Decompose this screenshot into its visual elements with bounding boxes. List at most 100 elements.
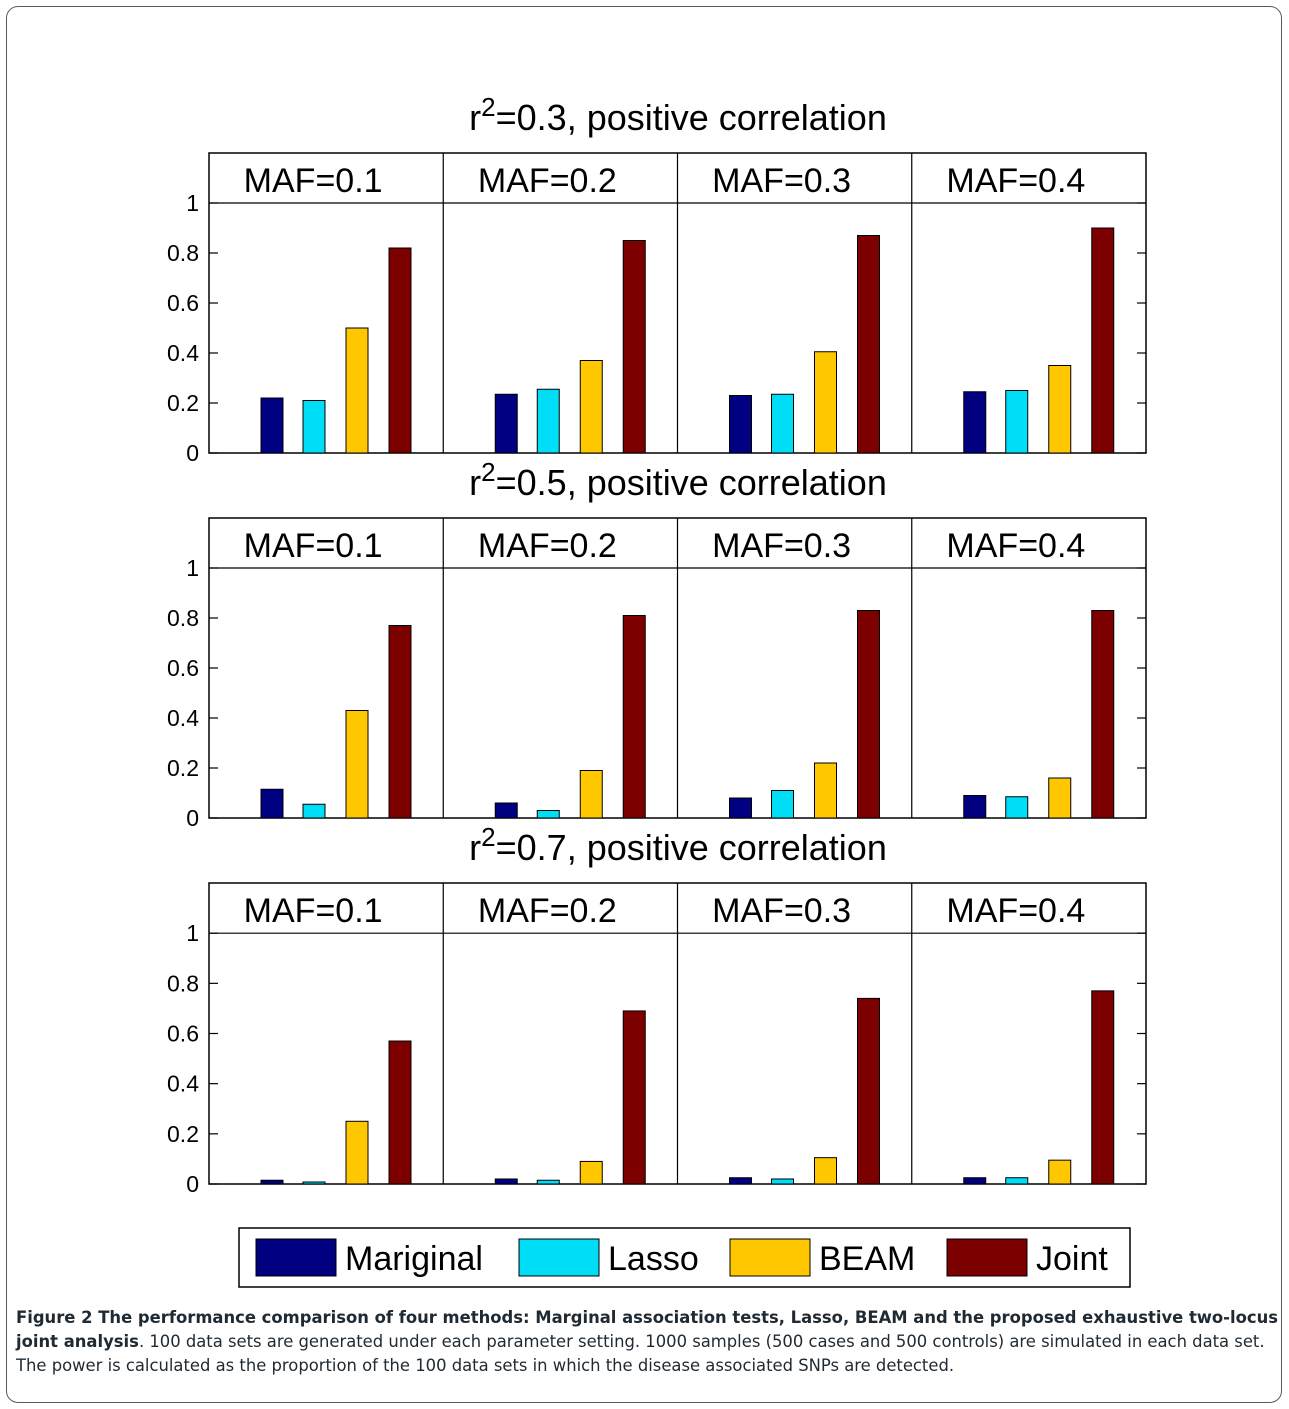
bar-lasso: [302, 1181, 326, 1185]
bar-joint: [622, 240, 646, 454]
bar-lasso: [302, 803, 326, 819]
bar-lasso: [536, 388, 560, 454]
panel-label: MAF=0.4: [946, 162, 1085, 200]
bar-joint: [388, 1040, 412, 1185]
bar-beam: [579, 1160, 603, 1185]
chart-row-1: r2=0.3, positive correlation 0 0.2 0.4 0.6 0.…: [167, 92, 1147, 466]
bar-mariginal: [260, 397, 284, 454]
y-tick-label: 0.6: [167, 290, 199, 316]
panel-3: MAF=0.3: [676, 883, 880, 1185]
bar-lasso: [771, 393, 794, 454]
panel-label: MAF=0.4: [946, 527, 1085, 565]
bar-mariginal: [260, 1179, 284, 1185]
bar-lasso: [302, 400, 326, 454]
legend-swatch-joint: [946, 1238, 1028, 1277]
bar-beam: [814, 351, 837, 454]
bar-mariginal: [963, 795, 987, 819]
legend-label-joint: Joint: [1036, 1240, 1108, 1278]
bar-mariginal: [494, 1178, 518, 1185]
legend-swatch-lasso: [518, 1238, 600, 1277]
panel-label: MAF=0.3: [712, 527, 851, 565]
bar-beam: [814, 1157, 837, 1185]
y-tick-label: 0.8: [167, 240, 199, 266]
panel-label: MAF=0.2: [478, 162, 617, 200]
y-tick-label: 1: [186, 920, 199, 946]
legend-swatch-mariginal: [255, 1238, 337, 1277]
panel-label: MAF=0.2: [478, 892, 617, 930]
bar-joint: [1091, 227, 1115, 454]
bar-beam: [1048, 777, 1072, 819]
row-title-rest: =0.3, positive correlation: [496, 97, 887, 138]
y-tick-label: 0.4: [167, 1071, 199, 1097]
bar-lasso: [1005, 1177, 1029, 1185]
panel-2: MAF=0.2: [442, 153, 646, 454]
row-title: r2=0.5, positive correlation: [469, 457, 887, 503]
caption-text: . 100 data sets are generated under each…: [16, 1332, 1265, 1375]
panel-2: MAF=0.2: [442, 883, 646, 1185]
y-tick-label: 1: [186, 555, 199, 581]
bar-mariginal: [963, 1177, 987, 1185]
bar-mariginal: [729, 1177, 752, 1185]
bar-lasso: [771, 790, 794, 819]
bar-joint: [857, 997, 880, 1185]
panel-label: MAF=0.1: [244, 892, 383, 930]
bar-beam: [814, 762, 837, 819]
panel-2: MAF=0.2: [442, 518, 646, 819]
y-tick-label: 0.4: [167, 705, 199, 731]
bar-beam: [579, 360, 603, 454]
legend: Mariginal Lasso BEAM Joint: [238, 1227, 1131, 1288]
row-title-base: r: [469, 97, 481, 138]
y-tick-label: 0: [186, 805, 199, 831]
bar-lasso: [536, 810, 560, 819]
bar-joint: [1091, 990, 1115, 1185]
bar-beam: [345, 1120, 369, 1185]
bar-lasso: [536, 1179, 560, 1185]
panel-label: MAF=0.3: [712, 892, 851, 930]
bar-joint: [857, 235, 880, 454]
row-title-superscript: 2: [481, 457, 495, 487]
bar-lasso: [1005, 390, 1029, 454]
bar-joint: [1091, 610, 1115, 819]
panel-label: MAF=0.3: [712, 162, 851, 200]
bar-beam: [1048, 1159, 1072, 1185]
bar-joint: [388, 625, 412, 819]
bar-lasso: [771, 1178, 794, 1185]
bar-mariginal: [729, 797, 752, 819]
bar-mariginal: [963, 391, 987, 454]
y-tick-label: 0.6: [167, 655, 199, 681]
bar-mariginal: [260, 788, 284, 819]
y-tick-label: 1: [186, 190, 199, 216]
bar-joint: [622, 615, 646, 819]
bar-beam: [345, 327, 369, 454]
chart-row-3: r2=0.7, positive correlation 0 0.2 0.4 0.6 0.…: [167, 822, 1147, 1197]
bar-joint: [388, 247, 412, 454]
row-title: r2=0.7, positive correlation: [469, 822, 887, 868]
row-title-superscript: 2: [481, 822, 495, 852]
y-tick-label: 0.2: [167, 390, 199, 416]
row-title-rest: =0.5, positive correlation: [496, 462, 887, 503]
y-tick-label: 0: [186, 1171, 199, 1197]
figure-frame: [6, 6, 1282, 1403]
bar-beam: [1048, 365, 1072, 454]
y-tick-label: 0.8: [167, 605, 199, 631]
row-title-base: r: [469, 462, 481, 503]
row-title-rest: =0.7, positive correlation: [496, 827, 887, 868]
panel-label: MAF=0.1: [244, 527, 383, 565]
legend-label-mariginal: Mariginal: [345, 1240, 483, 1278]
panel-label: MAF=0.2: [478, 527, 617, 565]
panel-1: MAF=0.1: [244, 527, 412, 819]
bar-mariginal: [494, 393, 518, 454]
y-tick-label: 0.8: [167, 970, 199, 996]
bar-joint: [622, 1010, 646, 1185]
bar-lasso: [1005, 796, 1029, 819]
y-tick-label: 0: [186, 440, 199, 466]
y-tick-label: 0.2: [167, 1121, 199, 1147]
panel-1: MAF=0.1: [244, 162, 412, 454]
bar-beam: [579, 770, 603, 819]
y-tick-label: 0.6: [167, 1021, 199, 1047]
panel-1: MAF=0.1: [244, 892, 412, 1185]
bar-mariginal: [494, 802, 518, 819]
panel-4: MAF=0.4: [911, 153, 1115, 454]
panel-3: MAF=0.3: [676, 518, 880, 819]
panel-3: MAF=0.3: [676, 153, 880, 454]
